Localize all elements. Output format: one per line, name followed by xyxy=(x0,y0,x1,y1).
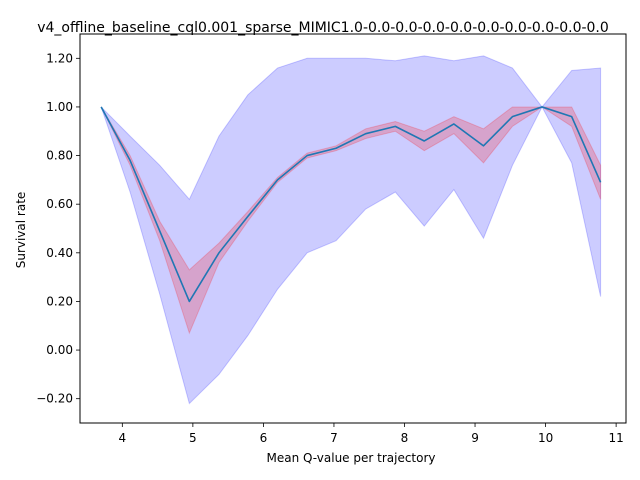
plot-area-frame xyxy=(79,33,627,424)
y-tick-label: 1.20 xyxy=(46,51,73,65)
y-tick-label: 0.00 xyxy=(46,343,73,357)
x-tick-label: 9 xyxy=(471,431,479,445)
x-axis-label: Mean Q-value per trajectory xyxy=(266,451,435,465)
x-tick-label: 10 xyxy=(538,431,553,445)
y-axis-label: Survival rate xyxy=(14,192,28,269)
x-tick-label: 6 xyxy=(260,431,268,445)
series-line-1 xyxy=(100,106,602,303)
y-tick-label: 0.20 xyxy=(46,294,73,308)
y-tick-label: 0.60 xyxy=(46,197,73,211)
x-tick-label: 11 xyxy=(608,431,623,445)
x-tick-label: 8 xyxy=(401,431,409,445)
y-tick-label: 0.40 xyxy=(46,246,73,260)
x-axis-ticks: 4 5 6 7 8 9 10 11 xyxy=(119,423,624,445)
y-tick-label: −0.20 xyxy=(36,392,73,406)
x-tick-label: 7 xyxy=(330,431,338,445)
y-tick-label: 1.00 xyxy=(46,100,73,114)
y-tick-label: 0.80 xyxy=(46,149,73,163)
x-tick-label: 5 xyxy=(189,431,197,445)
x-tick-label: 4 xyxy=(119,431,127,445)
series-lines xyxy=(100,106,602,303)
chart-title: v4_offline_baseline_cql0.001_sparse_MIMI… xyxy=(37,20,609,36)
y-axis-ticks: −0.20 0.00 0.20 0.40 0.60 0.80 1.00 1.20 xyxy=(36,51,80,406)
